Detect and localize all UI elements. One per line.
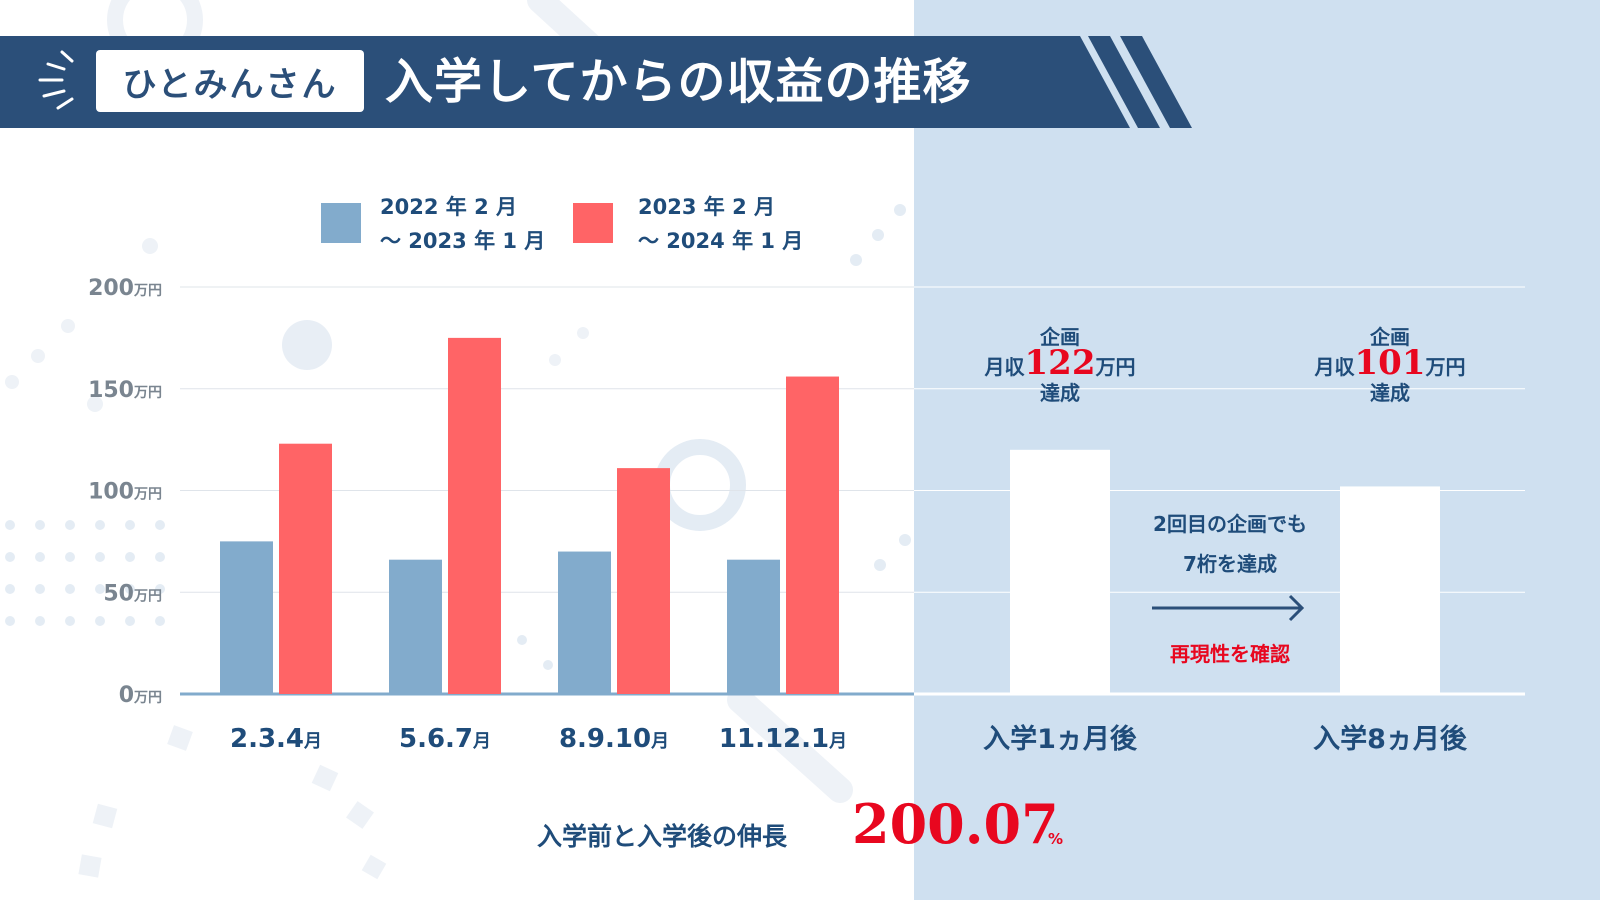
- legend-label-2023: 2023 年 2 月～ 2024 年 1 月: [638, 195, 804, 253]
- y-tick-label: 150万円: [88, 378, 162, 403]
- x-tick-label: 入学1ヵ月後: [983, 723, 1138, 755]
- x-tick-label: 入学8ヵ月後: [1313, 723, 1468, 755]
- annotation-8-month: 企画 月収101万円 達成: [1314, 325, 1466, 405]
- bar-after-enrollment: [1340, 486, 1440, 694]
- arrow-right-icon: [1152, 594, 1305, 622]
- sparkle-icon: [38, 50, 74, 110]
- note-line1: 2回目の企画でも: [1153, 512, 1307, 536]
- growth-value: 200.07: [852, 792, 1059, 856]
- legend-label-2022: 2022 年 2 月～ 2023 年 1 月: [380, 195, 546, 253]
- y-tick-label: 100万円: [88, 480, 162, 505]
- legend-swatch-2022: [321, 203, 361, 243]
- note-line3: 再現性を確認: [1170, 642, 1290, 666]
- bar-2022: [727, 559, 780, 694]
- bar-2023: [786, 376, 839, 694]
- bar-2023: [279, 443, 332, 694]
- note-line2: 7桁を達成: [1183, 552, 1277, 576]
- y-tick-label: 50万円: [103, 581, 162, 606]
- bar-2022: [389, 559, 442, 694]
- page-title: 入学してからの収益の推移: [385, 54, 972, 110]
- y-tick-label: 200万円: [88, 276, 162, 301]
- growth-label: 入学前と入学後の伸長: [537, 822, 788, 851]
- growth-unit: %: [1048, 830, 1064, 848]
- bar-2022: [558, 551, 611, 694]
- x-tick-label: 8.9.10月: [559, 724, 669, 754]
- legend-swatch-2023: [573, 203, 613, 243]
- x-tick-label: 5.6.7月: [399, 724, 491, 754]
- bar-after-enrollment: [1010, 449, 1110, 694]
- bar-2022: [220, 541, 273, 694]
- person-tag: ひとみんさん: [96, 50, 364, 112]
- x-tick-label: 2.3.4月: [230, 724, 322, 754]
- bar-2023: [448, 337, 501, 694]
- x-tick-label: 11.12.1月: [719, 724, 847, 754]
- annotation-1-month: 企画 月収122万円 達成: [984, 325, 1136, 405]
- bar-2023: [617, 468, 670, 694]
- y-tick-label: 0万円: [119, 683, 162, 708]
